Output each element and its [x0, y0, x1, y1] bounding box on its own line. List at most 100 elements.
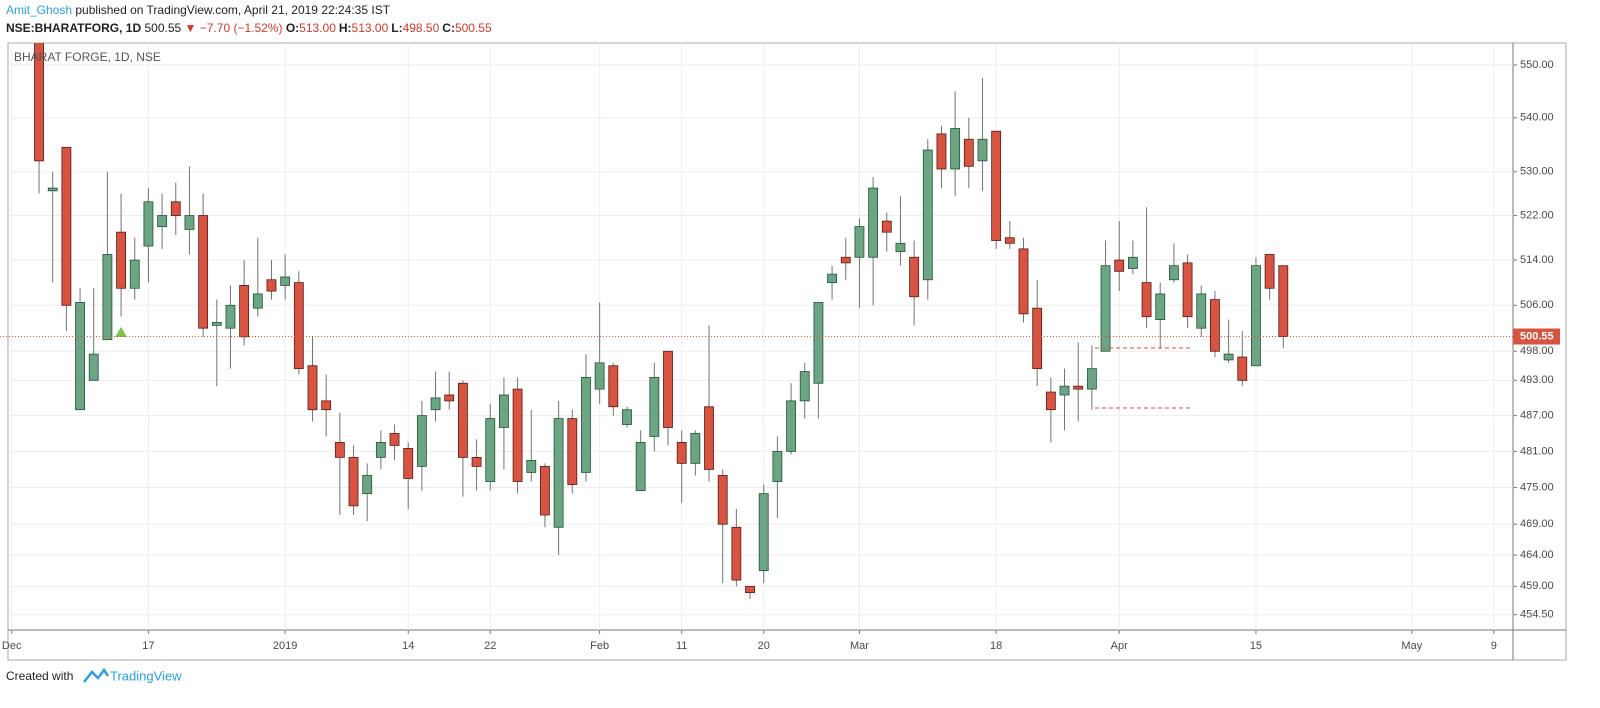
- chart-title: BHARAT FORGE, 1D, NSE: [14, 50, 161, 64]
- y-tick-label: 522.00: [1520, 209, 1554, 221]
- candle-body: [88, 353, 99, 381]
- candle-body: [1251, 265, 1261, 367]
- price: 500.55: [144, 21, 182, 35]
- candle-body: [280, 276, 291, 286]
- published-text: published on TradingView.com, April 21, …: [75, 3, 391, 17]
- candle-body: [1032, 307, 1043, 370]
- candle-body: [608, 365, 619, 408]
- candle-body: [430, 397, 441, 411]
- candle-body: [1004, 237, 1015, 244]
- candle-body: [293, 282, 304, 370]
- candle-body: [457, 382, 468, 458]
- x-tick-label: 14: [402, 640, 414, 652]
- candle-body: [184, 215, 195, 230]
- candle-body: [129, 259, 140, 289]
- ohlc-value: 513.00: [299, 21, 336, 35]
- down-arrow: ▼: [184, 21, 197, 35]
- last-price-label: 500.55: [1520, 330, 1554, 342]
- candle-body: [334, 441, 345, 458]
- candle-body: [266, 279, 277, 292]
- candle-body: [827, 273, 837, 284]
- candle-body: [416, 415, 427, 467]
- candle-body: [348, 456, 359, 507]
- candle-body: [635, 441, 646, 491]
- candle-body: [731, 526, 742, 581]
- ohlc-key: H:: [338, 21, 352, 35]
- candle-body: [1100, 265, 1111, 352]
- ohlc-value: 498.50: [402, 21, 440, 35]
- candle-body: [581, 377, 591, 473]
- candle-body: [1278, 265, 1289, 337]
- candle-body: [963, 138, 974, 167]
- y-tick-label: 487.00: [1520, 410, 1554, 422]
- candle-body: [1264, 254, 1275, 289]
- candle-body: [758, 493, 769, 572]
- ohlc-key: O:: [285, 21, 300, 35]
- y-tick-label: 498.00: [1520, 345, 1554, 357]
- candle-body: [526, 459, 537, 473]
- candle-body: [499, 394, 509, 428]
- candle-body: [444, 394, 455, 402]
- candle-body: [157, 215, 168, 228]
- candle-body: [34, 43, 44, 162]
- candle-body: [143, 201, 154, 247]
- candle-body: [895, 242, 906, 253]
- candle-body: [512, 388, 523, 482]
- candle-body: [362, 475, 373, 495]
- signal-marker: [115, 327, 127, 337]
- candle-body: [868, 187, 879, 258]
- x-tick-label: 20: [758, 640, 770, 652]
- candle-body: [1073, 385, 1084, 390]
- candle-body: [594, 362, 605, 390]
- candle-body: [799, 371, 810, 402]
- x-tick-label: 2019: [273, 640, 297, 652]
- x-tick-label: Mar: [850, 640, 869, 652]
- candle-body: [225, 304, 236, 329]
- candle-body: [307, 365, 318, 411]
- candle-body: [1086, 368, 1097, 390]
- candle-body: [403, 447, 414, 479]
- candle-body: [1114, 259, 1125, 272]
- candle-body: [540, 465, 550, 516]
- brand-logo: [83, 667, 110, 683]
- candle-body: [854, 226, 865, 258]
- candle-body: [102, 254, 113, 341]
- y-tick-label: 469.00: [1520, 518, 1554, 530]
- change: −7.70 (−1.52%): [199, 21, 283, 35]
- candle-body: [813, 302, 824, 384]
- x-tick-label: 17: [142, 640, 154, 652]
- candle-body: [375, 441, 386, 458]
- last-price-box: [1513, 328, 1560, 345]
- candle-body: [61, 146, 72, 306]
- y-tick-label: 514.00: [1520, 254, 1554, 266]
- x-tick-label: Dec: [2, 640, 22, 652]
- candle-body: [977, 138, 988, 162]
- y-tick-label: 481.00: [1520, 445, 1554, 457]
- ohlc: O:513.00 H:513.00 L:498.50 C:500.55: [286, 21, 495, 35]
- candle-body: [991, 130, 1002, 241]
- candle-body: [471, 456, 482, 467]
- y-tick-label: 540.00: [1520, 112, 1554, 124]
- y-tick-label: 475.00: [1520, 481, 1554, 493]
- candle-body: [211, 322, 222, 326]
- y-tick-label: 493.00: [1520, 374, 1554, 386]
- x-tick-label: 15: [1250, 640, 1262, 652]
- candle-body: [198, 215, 209, 329]
- candle-body: [936, 133, 947, 170]
- candle-body: [1210, 299, 1220, 352]
- candle-body: [676, 441, 687, 464]
- candle-body: [1045, 391, 1056, 411]
- y-tick-label: 464.00: [1520, 549, 1554, 561]
- candle-body: [321, 400, 332, 411]
- candle-body: [1127, 256, 1138, 269]
- x-tick-label: Apr: [1111, 640, 1128, 652]
- y-tick-label: 530.00: [1520, 166, 1554, 178]
- x-tick-label: 9: [1491, 640, 1497, 652]
- author-link[interactable]: Amit_Ghosh: [6, 3, 73, 17]
- candle-body: [772, 450, 783, 482]
- footer-created: Created with: [6, 669, 73, 683]
- candle-body: [252, 293, 263, 309]
- candle-body: [690, 433, 701, 464]
- y-tick-label: 459.00: [1520, 580, 1554, 592]
